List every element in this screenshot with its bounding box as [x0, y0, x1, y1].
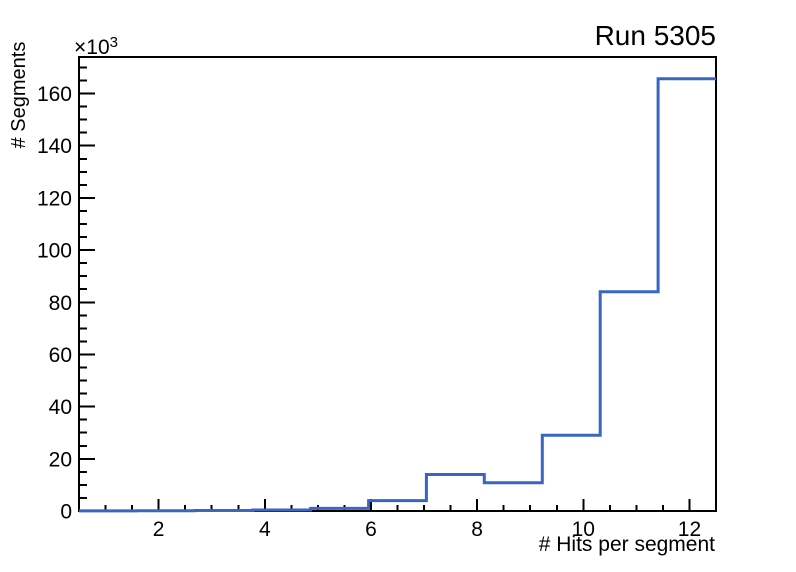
plot-frame — [78, 56, 717, 512]
y-axis-title: # Segments — [8, 41, 30, 149]
chart-title: Run 5305 — [594, 20, 716, 51]
x-axis-title: # Hits per segment — [538, 533, 715, 556]
y-tick-label: 100 — [37, 240, 72, 263]
x-tick-label: 2 — [153, 518, 165, 541]
x-tick-label: 6 — [365, 518, 377, 541]
y-tick-label: 60 — [49, 344, 72, 367]
y-tick-label: 40 — [49, 396, 72, 419]
y-axis-multiplier: ×103 — [74, 34, 118, 59]
y-tick-label: 80 — [49, 292, 72, 315]
x-axis-ticks: 2 4 6 8 10 12 — [104, 499, 701, 541]
y-tick-label: 140 — [37, 135, 72, 158]
y-tick-label: 160 — [37, 83, 72, 106]
y-axis-multiplier-exponent: 3 — [109, 34, 118, 51]
x-tick-label: 8 — [471, 518, 483, 541]
y-tick-label: 20 — [49, 448, 72, 471]
x-tick-label: 12 — [678, 518, 701, 541]
x-tick-label: 4 — [259, 518, 271, 541]
y-axis-multiplier-base: ×10 — [74, 36, 110, 59]
histogram-step-line — [79, 77, 716, 513]
y-axis-ticks: 0 20 40 60 80 100 120 140 160 — [37, 66, 95, 524]
x-tick-label: 10 — [572, 518, 595, 541]
y-tick-label: 120 — [37, 187, 72, 210]
y-tick-label: 0 — [60, 501, 72, 524]
